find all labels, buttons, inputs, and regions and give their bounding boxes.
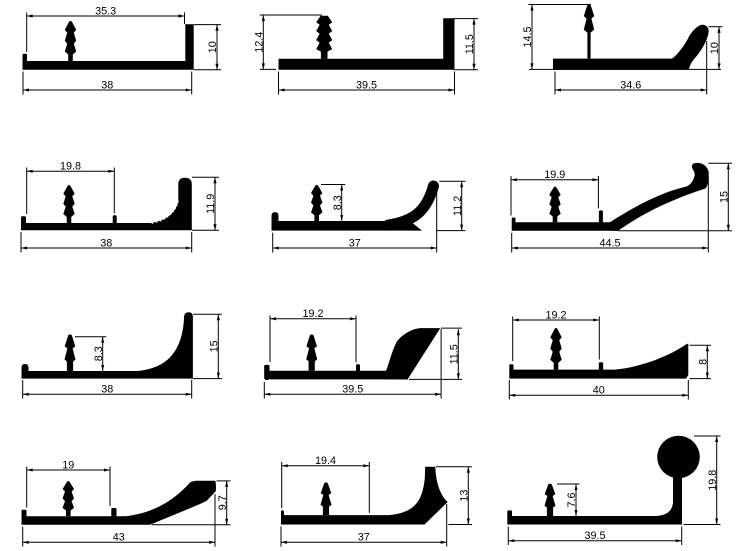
svg-text:40: 40 — [593, 385, 605, 397]
svg-text:37: 37 — [349, 237, 361, 249]
svg-text:8: 8 — [698, 359, 710, 365]
svg-text:38: 38 — [101, 384, 113, 396]
svg-text:8.3: 8.3 — [93, 346, 105, 361]
svg-text:7.6: 7.6 — [566, 492, 578, 507]
svg-text:15: 15 — [719, 191, 731, 203]
svg-text:14.5: 14.5 — [522, 26, 534, 47]
svg-text:19.4: 19.4 — [315, 455, 336, 467]
svg-text:15: 15 — [209, 340, 221, 352]
svg-text:19: 19 — [62, 459, 74, 471]
svg-text:9.7: 9.7 — [217, 495, 229, 510]
svg-text:19.8: 19.8 — [707, 470, 719, 491]
svg-text:8.3: 8.3 — [332, 195, 344, 210]
svg-text:34.6: 34.6 — [620, 79, 641, 91]
svg-text:11.5: 11.5 — [449, 344, 461, 364]
svg-text:13: 13 — [459, 490, 471, 502]
svg-text:38: 38 — [100, 237, 112, 249]
svg-text:44.5: 44.5 — [599, 237, 620, 249]
svg-text:11.2: 11.2 — [452, 196, 464, 216]
svg-text:10: 10 — [709, 42, 721, 54]
svg-text:19.2: 19.2 — [302, 308, 323, 320]
svg-text:37: 37 — [358, 532, 370, 544]
svg-text:43: 43 — [113, 532, 125, 544]
svg-text:11.5: 11.5 — [464, 34, 476, 54]
svg-text:39.5: 39.5 — [584, 530, 605, 542]
svg-text:12.4: 12.4 — [254, 32, 266, 53]
svg-text:19.9: 19.9 — [544, 169, 565, 181]
svg-text:39.5: 39.5 — [356, 79, 377, 91]
svg-text:38: 38 — [101, 79, 113, 91]
svg-text:11.9: 11.9 — [205, 194, 217, 214]
svg-text:39.5: 39.5 — [342, 384, 363, 396]
svg-text:19.8: 19.8 — [60, 161, 81, 173]
svg-text:19.2: 19.2 — [545, 309, 566, 321]
svg-text:35.3: 35.3 — [95, 5, 116, 17]
svg-text:10: 10 — [207, 41, 219, 53]
